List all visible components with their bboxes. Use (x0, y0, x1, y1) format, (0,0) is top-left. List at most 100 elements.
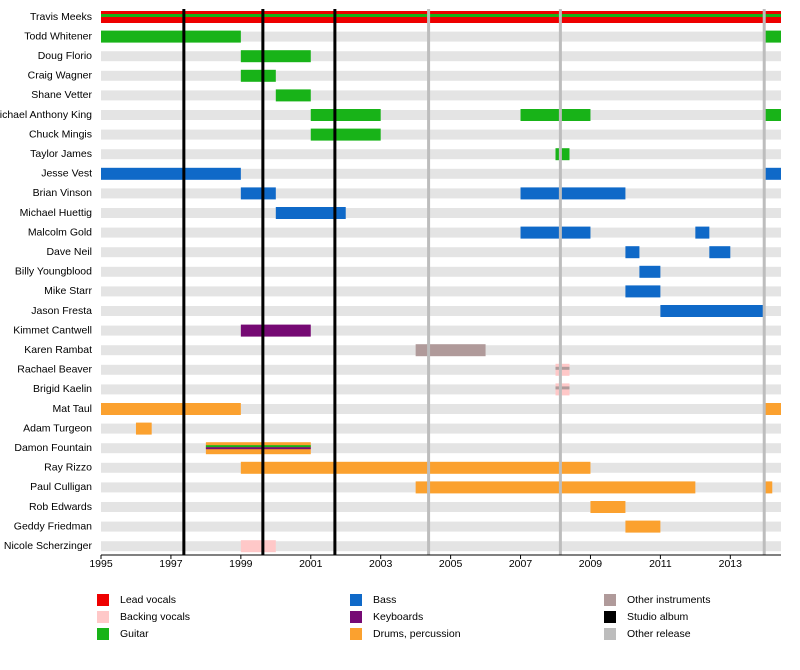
member-bar (590, 501, 626, 513)
member-bar (415, 481, 696, 494)
member-name: Michael Huettig (20, 207, 93, 219)
x-tick-label: 2001 (299, 558, 323, 570)
member-bar (240, 461, 591, 474)
member-name: Kimmet Cantwell (13, 324, 92, 336)
member-bar (520, 187, 626, 200)
role-stripe (555, 386, 570, 390)
legend-label: Studio album (627, 611, 689, 623)
row-band (101, 325, 781, 336)
row-band (101, 188, 781, 199)
member-bar (240, 540, 276, 553)
member-bar (765, 481, 773, 494)
legend-label: Bass (373, 594, 396, 606)
row-band (101, 541, 781, 552)
member-bar (240, 50, 311, 63)
x-tick-label: 2009 (579, 558, 603, 570)
legend-swatch (350, 594, 362, 606)
row-band (101, 384, 781, 395)
row-band (101, 443, 781, 454)
member-bar (135, 422, 152, 435)
member-name: Nicole Scherzinger (4, 540, 93, 552)
member-bar (660, 305, 766, 317)
row-band (101, 90, 781, 101)
legend-label: Guitar (120, 628, 149, 640)
row-band (101, 168, 781, 179)
row-band (101, 70, 781, 81)
x-tick-label: 2007 (509, 558, 533, 570)
member-name: Chuck Mingis (29, 128, 92, 140)
member-bar (520, 109, 591, 121)
member-bar (240, 324, 311, 337)
row-band (101, 110, 781, 120)
member-bar (275, 89, 311, 102)
legend-label: Other instruments (627, 594, 710, 606)
member-bar (765, 403, 781, 415)
role-stripe (101, 14, 781, 17)
member-name: Taylor James (30, 148, 92, 160)
row-band (101, 227, 781, 238)
member-bar (639, 265, 661, 278)
row-band (101, 423, 781, 434)
member-name: Billy Youngblood (15, 266, 92, 278)
member-bar (765, 167, 781, 180)
row-band (101, 129, 781, 140)
member-bar (275, 207, 346, 219)
member-name: Geddy Friedman (14, 520, 92, 532)
legend-label: Other release (627, 628, 691, 640)
member-bar (625, 285, 661, 298)
row-band (101, 247, 781, 258)
member-name: Craig Wagner (28, 70, 93, 82)
legend-label: Backing vocals (120, 611, 190, 623)
member-bar (625, 520, 661, 533)
member-name: Doug Florio (38, 50, 92, 62)
member-bar (625, 246, 640, 259)
member-name: Dave Neil (46, 246, 92, 258)
member-name: Shane Vetter (31, 89, 92, 101)
member-bar (101, 403, 241, 415)
legend-swatch (350, 611, 362, 623)
member-name: Paul Culligan (30, 481, 92, 493)
legend-swatch (604, 628, 616, 640)
member-bar (310, 109, 381, 121)
member-name: Brigid Kaelin (33, 383, 92, 395)
row-band (101, 149, 781, 160)
member-name: Damon Fountain (14, 442, 92, 454)
row-band (101, 306, 781, 316)
member-name: Rob Edwards (29, 501, 92, 513)
x-tick-label: 1995 (89, 558, 113, 570)
member-name: Todd Whitener (24, 30, 92, 42)
member-bar (240, 69, 276, 82)
member-bar (101, 30, 241, 43)
member-name: Jason Fresta (31, 305, 92, 317)
x-tick-label: 2013 (719, 558, 743, 570)
legend-swatch (604, 594, 616, 606)
member-bar (520, 226, 591, 239)
x-tick-label: 2011 (649, 558, 672, 570)
member-bar (310, 128, 381, 141)
member-name: Malcolm Gold (28, 226, 92, 238)
member-name: Rachael Beaver (17, 364, 92, 376)
row-band (101, 266, 781, 277)
role-stripe (205, 445, 311, 448)
member-name: Adam Turgeon (23, 422, 92, 434)
x-tick-label: 2005 (439, 558, 463, 570)
member-bar (101, 167, 241, 180)
member-name: Jesse Vest (41, 168, 92, 180)
member-bar (555, 148, 570, 161)
member-name: Mat Taul (53, 403, 93, 415)
member-bar (765, 30, 781, 43)
member-bar (695, 226, 710, 239)
row-band (101, 364, 781, 375)
member-name: Travis Meeks (30, 11, 92, 23)
row-band (101, 404, 781, 414)
legend-swatch (97, 611, 109, 623)
member-bar (709, 246, 731, 259)
legend-label: Drums, percussion (373, 628, 461, 640)
row-band (101, 31, 781, 42)
row-band (101, 521, 781, 532)
x-tick-label: 2003 (369, 558, 393, 570)
member-bar (415, 344, 486, 357)
member-bar (240, 187, 276, 200)
member-name: Brian Vinson (33, 187, 93, 199)
